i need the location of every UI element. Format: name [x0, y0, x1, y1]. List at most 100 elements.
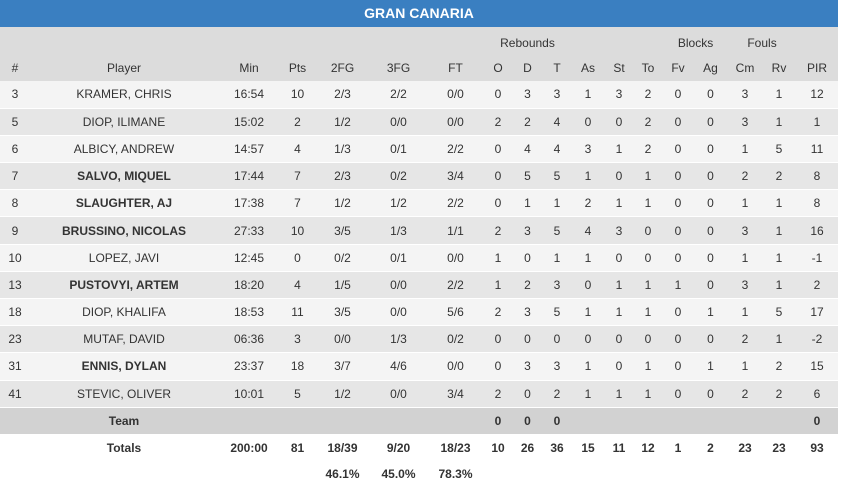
totals-pts: 81: [280, 434, 315, 462]
player-off-reb: 0: [484, 352, 512, 381]
col-header-number[interactable]: #: [0, 54, 30, 81]
player-number: 13: [0, 271, 30, 300]
player-blocks-for: 0: [663, 325, 694, 354]
pct-2fg: 46.1%: [315, 461, 370, 484]
player-tot-reb: 3: [543, 271, 572, 300]
column-header-row: # Player Min Pts 2FG 3FG FT O D T As St …: [0, 54, 839, 81]
player-min: 10:01: [218, 380, 280, 408]
col-header-pir[interactable]: PIR: [796, 54, 839, 81]
col-header-fouls-received[interactable]: Rv: [762, 54, 797, 81]
rebounds-group-header: Rebounds: [484, 27, 572, 54]
player-fouls-received: 1: [762, 81, 797, 109]
player-pts: 10: [280, 216, 315, 245]
player-min: 16:54: [218, 81, 280, 109]
player-2fg: 1/2: [315, 189, 370, 218]
player-ft: 2/2: [427, 135, 484, 164]
player-name[interactable]: PUSTOVYI, ARTEM: [30, 271, 218, 300]
player-turnovers: 1: [633, 298, 664, 327]
player-name[interactable]: LOPEZ, JAVI: [30, 244, 218, 272]
player-name[interactable]: DIOP, KHALIFA: [30, 298, 218, 327]
player-name[interactable]: SALVO, MIQUEL: [30, 162, 218, 191]
col-header-assists[interactable]: As: [571, 54, 606, 81]
player-fouls-committed: 3: [728, 216, 763, 245]
player-pts: 7: [280, 189, 315, 218]
player-fouls-received: 1: [762, 216, 797, 245]
col-header-turnovers[interactable]: To: [633, 54, 664, 81]
player-3fg: 0/0: [370, 380, 427, 408]
player-min: 14:57: [218, 135, 280, 164]
player-fouls-committed: 1: [728, 298, 763, 327]
player-name[interactable]: ENNIS, DYLAN: [30, 352, 218, 381]
player-pir: 8: [796, 189, 839, 218]
player-tot-reb: 5: [543, 162, 572, 191]
player-2fg: 1/5: [315, 271, 370, 300]
player-name[interactable]: KRAMER, CHRIS: [30, 81, 218, 109]
player-name[interactable]: MUTAF, DAVID: [30, 325, 218, 354]
player-turnovers: 0: [633, 216, 664, 245]
player-blocks-for: 0: [663, 352, 694, 381]
player-2fg: 3/5: [315, 216, 370, 245]
player-fouls-received: 1: [762, 325, 797, 354]
col-header-player[interactable]: Player: [30, 54, 218, 81]
player-tot-reb: 5: [543, 216, 572, 245]
player-pts: 7: [280, 162, 315, 191]
player-turnovers: 2: [633, 81, 664, 109]
player-pir: 16: [796, 216, 839, 245]
team-row: Team 0 0 0 0: [0, 407, 839, 435]
table-body: Rebounds Blocks Fouls # Player Min Pts 2…: [0, 27, 839, 81]
player-fouls-received: 1: [762, 108, 797, 136]
player-name[interactable]: SLAUGHTER, AJ: [30, 189, 218, 218]
player-off-reb: 2: [484, 108, 512, 136]
fouls-group-header: Fouls: [728, 27, 797, 54]
player-assists: 4: [571, 216, 606, 245]
col-header-min[interactable]: Min: [218, 54, 280, 81]
player-min: 12:45: [218, 244, 280, 272]
player-3fg: 4/6: [370, 352, 427, 381]
player-assists: 2: [571, 189, 606, 218]
player-fouls-received: 2: [762, 380, 797, 408]
player-blocks-for: 0: [663, 380, 694, 408]
col-header-blocks-against[interactable]: Ag: [693, 54, 729, 81]
player-fouls-committed: 3: [728, 271, 763, 300]
player-2fg: 0/0: [315, 325, 370, 354]
col-header-steals[interactable]: St: [605, 54, 634, 81]
player-tot-reb: 4: [543, 108, 572, 136]
player-turnovers: 1: [633, 352, 664, 381]
player-2fg: 1/2: [315, 380, 370, 408]
player-name[interactable]: DIOP, ILIMANE: [30, 108, 218, 136]
totals-blocks-for: 1: [663, 434, 694, 462]
col-header-tot-reb[interactable]: T: [543, 54, 572, 81]
player-tot-reb: 3: [543, 81, 572, 109]
player-3fg: 1/2: [370, 189, 427, 218]
player-row: 23 MUTAF, DAVID 06:36 3 0/0 1/3 0/2 0 0 0 0 0 0 0 0 2 1-…: [0, 325, 839, 354]
player-name[interactable]: STEVIC, OLIVER: [30, 380, 218, 408]
player-3fg: 0/1: [370, 244, 427, 272]
box-score-table: Rebounds Blocks Fouls # Player Min Pts 2…: [0, 27, 839, 484]
player-number: 31: [0, 352, 30, 381]
player-steals: 0: [605, 352, 634, 381]
group-header-row: Rebounds Blocks Fouls: [0, 27, 839, 54]
col-header-off-reb[interactable]: O: [484, 54, 512, 81]
player-def-reb: 3: [512, 298, 543, 327]
col-header-fouls-committed[interactable]: Cm: [728, 54, 763, 81]
col-header-pts[interactable]: Pts: [280, 54, 315, 81]
player-name[interactable]: ALBICY, ANDREW: [30, 135, 218, 164]
percentages-row: 46.1% 45.0% 78.3%: [0, 461, 839, 484]
player-pir: 2: [796, 271, 839, 300]
player-tot-reb: 2: [543, 380, 572, 408]
col-header-blocks-for[interactable]: Fv: [663, 54, 694, 81]
player-2fg: 3/7: [315, 352, 370, 381]
player-min: 27:33: [218, 216, 280, 245]
player-name[interactable]: BRUSSINO, NICOLAS: [30, 216, 218, 245]
player-number: 3: [0, 81, 30, 109]
col-header-def-reb[interactable]: D: [512, 54, 543, 81]
totals-pir: 93: [796, 434, 839, 462]
totals-min: 200:00: [218, 434, 280, 462]
player-min: 18:20: [218, 271, 280, 300]
col-header-3fg[interactable]: 3FG: [370, 54, 427, 81]
col-header-ft[interactable]: FT: [427, 54, 484, 81]
player-ft: 2/2: [427, 271, 484, 300]
player-steals: 0: [605, 162, 634, 191]
col-header-2fg[interactable]: 2FG: [315, 54, 370, 81]
player-blocks-against: 0: [693, 216, 729, 245]
